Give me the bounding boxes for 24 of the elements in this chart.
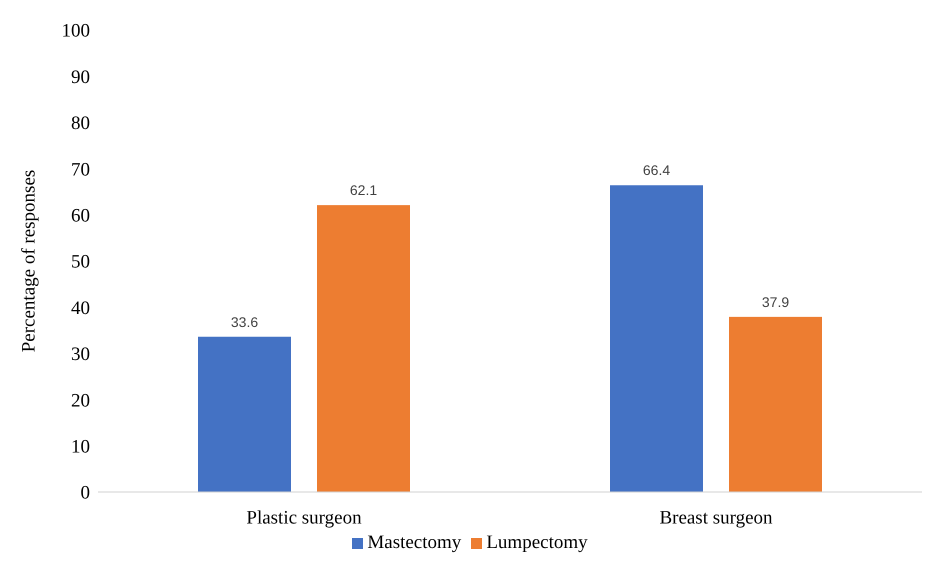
y-tick-label: 80 xyxy=(71,113,90,134)
y-tick-label: 90 xyxy=(71,66,90,88)
y-tick-label: 40 xyxy=(71,298,90,319)
x-tick-label: Breast surgeon xyxy=(659,507,774,528)
data-label: 66.4 xyxy=(642,162,670,178)
y-tick-label: 50 xyxy=(71,252,90,273)
legend-label: Lumpectomy xyxy=(486,532,588,553)
bar xyxy=(317,205,410,492)
legend-label: Mastectomy xyxy=(367,532,462,553)
bar xyxy=(610,185,703,492)
y-tick-label: 10 xyxy=(71,436,90,458)
y-tick-label: 60 xyxy=(71,206,90,227)
y-tick-label: 0 xyxy=(80,482,90,504)
bar xyxy=(198,336,291,492)
data-label: 33.6 xyxy=(230,314,258,330)
y-axis-title: Percentage of responses xyxy=(18,170,40,352)
y-tick-label: 70 xyxy=(71,159,90,180)
bar xyxy=(729,316,822,492)
y-tick-label: 20 xyxy=(71,390,90,412)
y-tick-label: 100 xyxy=(62,20,90,42)
data-label: 37.9 xyxy=(762,294,790,310)
data-label: 62.1 xyxy=(350,182,378,198)
y-tick-label: 30 xyxy=(71,344,90,366)
x-tick-label: Plastic surgeon xyxy=(246,507,362,528)
